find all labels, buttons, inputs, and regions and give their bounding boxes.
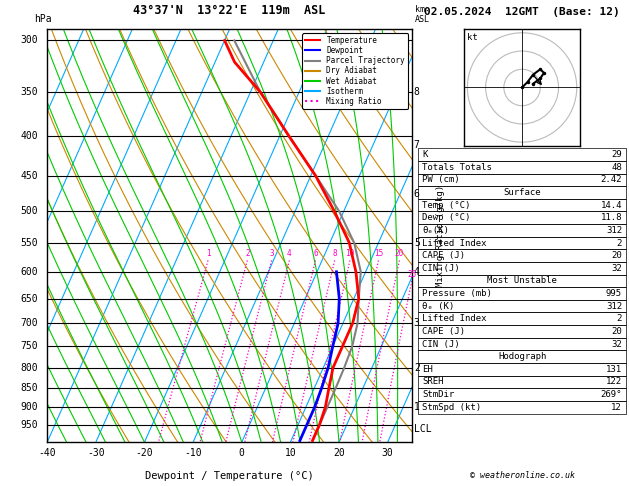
Text: Temp (°C): Temp (°C)	[422, 201, 470, 209]
Text: 8: 8	[414, 87, 420, 97]
Text: 10: 10	[345, 249, 355, 259]
Text: EH: EH	[422, 365, 433, 374]
Text: 8: 8	[332, 249, 337, 259]
Text: 550: 550	[20, 238, 38, 248]
Text: -30: -30	[87, 449, 104, 458]
Text: 450: 450	[20, 171, 38, 181]
Text: 400: 400	[20, 132, 38, 141]
Text: 269°: 269°	[601, 390, 622, 399]
Text: Pressure (mb): Pressure (mb)	[422, 289, 492, 298]
Text: 6: 6	[414, 189, 420, 199]
Text: 25: 25	[407, 270, 416, 279]
Text: 995: 995	[606, 289, 622, 298]
Text: 2: 2	[414, 363, 420, 373]
Text: PW (cm): PW (cm)	[422, 175, 460, 184]
Text: Lifted Index: Lifted Index	[422, 239, 487, 247]
Text: hPa: hPa	[35, 14, 52, 24]
Text: 15: 15	[374, 249, 383, 259]
Text: StmSpd (kt): StmSpd (kt)	[422, 403, 481, 412]
Text: Surface: Surface	[503, 188, 541, 197]
Text: km
ASL: km ASL	[415, 5, 430, 24]
Text: 350: 350	[20, 87, 38, 97]
Text: 750: 750	[20, 341, 38, 351]
Text: 1: 1	[206, 249, 210, 259]
Text: 6: 6	[313, 249, 318, 259]
Text: 02.05.2024  12GMT  (Base: 12): 02.05.2024 12GMT (Base: 12)	[424, 7, 620, 17]
Text: StmDir: StmDir	[422, 390, 454, 399]
Text: 500: 500	[20, 206, 38, 216]
Text: LCL: LCL	[414, 424, 431, 434]
Text: Lifted Index: Lifted Index	[422, 314, 487, 323]
Legend: Temperature, Dewpoint, Parcel Trajectory, Dry Adiabat, Wet Adiabat, Isotherm, Mi: Temperature, Dewpoint, Parcel Trajectory…	[302, 33, 408, 109]
Text: 48: 48	[611, 163, 622, 172]
Text: 312: 312	[606, 302, 622, 311]
Text: θₑ(K): θₑ(K)	[422, 226, 449, 235]
Text: 800: 800	[20, 363, 38, 373]
Text: © weatheronline.co.uk: © weatheronline.co.uk	[470, 471, 574, 480]
Text: 300: 300	[20, 35, 38, 46]
Text: 600: 600	[20, 267, 38, 277]
Text: 30: 30	[382, 449, 394, 458]
Text: K: K	[422, 150, 428, 159]
Text: 5: 5	[414, 238, 420, 248]
Text: 32: 32	[611, 264, 622, 273]
Text: SREH: SREH	[422, 378, 443, 386]
Text: 11.8: 11.8	[601, 213, 622, 222]
Text: 20: 20	[395, 249, 404, 259]
Text: 312: 312	[606, 226, 622, 235]
Text: kt: kt	[467, 33, 478, 42]
Text: 3: 3	[269, 249, 274, 259]
Text: -20: -20	[136, 449, 153, 458]
Text: 950: 950	[20, 420, 38, 430]
Text: 4: 4	[287, 249, 292, 259]
Text: -40: -40	[38, 449, 56, 458]
Text: θₑ (K): θₑ (K)	[422, 302, 454, 311]
Text: 2: 2	[616, 239, 622, 247]
Text: -10: -10	[184, 449, 202, 458]
Text: 700: 700	[20, 318, 38, 328]
Text: 20: 20	[611, 251, 622, 260]
Text: 2: 2	[245, 249, 250, 259]
Text: 3: 3	[414, 318, 420, 328]
Text: 850: 850	[20, 383, 38, 393]
Text: Hodograph: Hodograph	[498, 352, 546, 361]
Text: 2: 2	[616, 314, 622, 323]
Text: 12: 12	[611, 403, 622, 412]
Text: 43°37'N  13°22'E  119m  ASL: 43°37'N 13°22'E 119m ASL	[133, 4, 326, 17]
Text: 14.4: 14.4	[601, 201, 622, 209]
Text: 10: 10	[284, 449, 296, 458]
Text: Dewp (°C): Dewp (°C)	[422, 213, 470, 222]
Text: 0: 0	[239, 449, 245, 458]
Text: 650: 650	[20, 294, 38, 303]
Text: Mixing Ratio (g/kg): Mixing Ratio (g/kg)	[436, 185, 445, 287]
Text: CIN (J): CIN (J)	[422, 264, 460, 273]
Text: 122: 122	[606, 378, 622, 386]
Text: 900: 900	[20, 402, 38, 412]
Text: Dewpoint / Temperature (°C): Dewpoint / Temperature (°C)	[145, 471, 314, 482]
Text: CIN (J): CIN (J)	[422, 340, 460, 348]
Text: 4: 4	[414, 267, 420, 277]
Text: 29: 29	[611, 150, 622, 159]
Text: CAPE (J): CAPE (J)	[422, 251, 465, 260]
Text: Most Unstable: Most Unstable	[487, 277, 557, 285]
Text: 20: 20	[611, 327, 622, 336]
Text: 2.42: 2.42	[601, 175, 622, 184]
Text: Totals Totals: Totals Totals	[422, 163, 492, 172]
Text: 1: 1	[414, 402, 420, 412]
Text: 32: 32	[611, 340, 622, 348]
Text: 131: 131	[606, 365, 622, 374]
Text: 20: 20	[333, 449, 345, 458]
Text: 7: 7	[414, 139, 420, 150]
Text: CAPE (J): CAPE (J)	[422, 327, 465, 336]
